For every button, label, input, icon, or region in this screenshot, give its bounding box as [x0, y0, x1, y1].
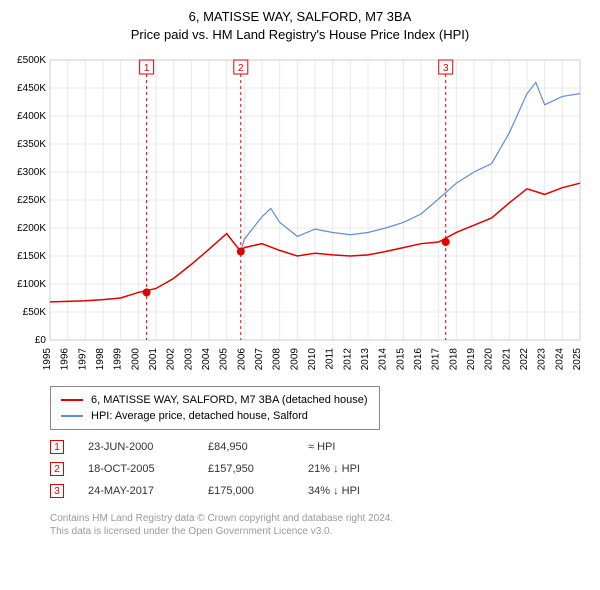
marker-badge: 2 [50, 462, 64, 476]
svg-text:2013: 2013 [360, 348, 371, 371]
svg-text:£200K: £200K [17, 223, 46, 234]
transaction-price: £157,950 [208, 463, 308, 475]
svg-text:2: 2 [238, 63, 244, 74]
svg-text:2008: 2008 [272, 348, 283, 371]
svg-text:1998: 1998 [95, 348, 106, 371]
svg-text:1996: 1996 [60, 348, 71, 371]
legend-row: 6, MATISSE WAY, SALFORD, M7 3BA (detache… [61, 392, 369, 408]
transaction-vs: 34% ↓ HPI [308, 485, 408, 497]
transaction-date: 18-OCT-2005 [88, 463, 208, 475]
legend-row: HPI: Average price, detached house, Salf… [61, 408, 369, 424]
title-line-1: 6, MATISSE WAY, SALFORD, M7 3BA [10, 8, 590, 26]
svg-text:2011: 2011 [325, 348, 336, 370]
svg-text:1997: 1997 [77, 348, 88, 371]
svg-text:2018: 2018 [448, 348, 459, 371]
title-block: 6, MATISSE WAY, SALFORD, M7 3BA Price pa… [10, 8, 590, 44]
svg-text:2021: 2021 [501, 348, 512, 371]
chart-container: 6, MATISSE WAY, SALFORD, M7 3BA Price pa… [0, 0, 600, 546]
svg-text:2014: 2014 [378, 348, 389, 371]
marker-badge: 1 [50, 440, 64, 454]
marker-badge: 3 [50, 484, 64, 498]
transaction-price: £84,950 [208, 441, 308, 453]
svg-text:2002: 2002 [166, 348, 177, 371]
table-row: 1 23-JUN-2000 £84,950 ≈ HPI [50, 436, 590, 458]
legend: 6, MATISSE WAY, SALFORD, M7 3BA (detache… [50, 386, 380, 430]
svg-text:2007: 2007 [254, 348, 265, 371]
line-chart-svg: £0 £50K £100K £150K £200K £250K £300K £350K £400… [10, 50, 590, 380]
legend-label: 6, MATISSE WAY, SALFORD, M7 3BA (detache… [91, 394, 368, 406]
legend-label: HPI: Average price, detached house, Salf… [91, 410, 308, 422]
chart-area: £0 £50K £100K £150K £200K £250K £300K £350K £400… [10, 50, 590, 380]
svg-text:2009: 2009 [289, 348, 300, 371]
footer-line: Contains HM Land Registry data © Crown c… [50, 512, 590, 525]
svg-text:1: 1 [144, 63, 150, 74]
legend-swatch [61, 415, 83, 417]
svg-text:2025: 2025 [572, 348, 583, 371]
footer-line: This data is licensed under the Open Gov… [50, 525, 590, 538]
svg-text:2006: 2006 [236, 348, 247, 371]
transaction-price: £175,000 [208, 485, 308, 497]
svg-text:2016: 2016 [413, 348, 424, 371]
legend-swatch [61, 399, 83, 401]
svg-text:£400K: £400K [17, 111, 46, 122]
svg-text:2001: 2001 [148, 348, 159, 371]
transaction-date: 23-JUN-2000 [88, 441, 208, 453]
svg-text:2012: 2012 [342, 348, 353, 371]
svg-text:£250K: £250K [17, 195, 46, 206]
svg-text:£50K: £50K [23, 307, 47, 318]
svg-text:2005: 2005 [219, 348, 230, 371]
svg-text:£150K: £150K [17, 251, 46, 262]
svg-text:£0: £0 [35, 335, 47, 346]
svg-text:1995: 1995 [42, 348, 53, 371]
title-line-2: Price paid vs. HM Land Registry's House … [10, 26, 590, 44]
svg-text:2023: 2023 [537, 348, 548, 371]
svg-text:2010: 2010 [307, 348, 318, 371]
transactions-table: 1 23-JUN-2000 £84,950 ≈ HPI 2 18-OCT-200… [50, 436, 590, 502]
svg-text:2000: 2000 [130, 348, 141, 371]
svg-text:£300K: £300K [17, 167, 46, 178]
table-row: 2 18-OCT-2005 £157,950 21% ↓ HPI [50, 458, 590, 480]
svg-text:£500K: £500K [17, 55, 46, 66]
svg-text:£350K: £350K [17, 139, 46, 150]
svg-text:3: 3 [443, 63, 449, 74]
svg-text:2015: 2015 [395, 348, 406, 371]
svg-text:£100K: £100K [17, 279, 46, 290]
svg-text:2022: 2022 [519, 348, 530, 371]
svg-text:2024: 2024 [554, 348, 565, 371]
footer: Contains HM Land Registry data © Crown c… [50, 512, 590, 538]
transaction-date: 24-MAY-2017 [88, 485, 208, 497]
svg-text:1999: 1999 [113, 348, 124, 371]
table-row: 3 24-MAY-2017 £175,000 34% ↓ HPI [50, 480, 590, 502]
svg-text:£450K: £450K [17, 83, 46, 94]
transaction-vs: 21% ↓ HPI [308, 463, 408, 475]
svg-text:2017: 2017 [431, 348, 442, 371]
transaction-vs: ≈ HPI [308, 441, 408, 453]
svg-text:2019: 2019 [466, 348, 477, 371]
svg-text:2004: 2004 [201, 348, 212, 371]
svg-text:2020: 2020 [484, 348, 495, 371]
svg-text:2003: 2003 [183, 348, 194, 371]
